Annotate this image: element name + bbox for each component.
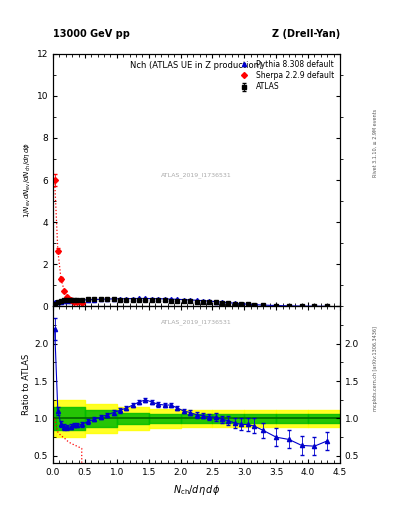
Pythia 8.308 default [79,297,84,303]
Text: mcplots.cern.ch [arXiv:1306.3436]: mcplots.cern.ch [arXiv:1306.3436] [373,326,378,411]
Pythia 8.308 default [130,295,135,302]
Sherpa 2.2.9 default [55,247,60,253]
Pythia 8.308 default [118,296,122,302]
Pythia 8.308 default [86,296,90,303]
Pythia 8.308 default [65,297,70,304]
Pythia 8.308 default [286,303,291,309]
X-axis label: $N_\mathrm{ch}/d\eta\,d\phi$: $N_\mathrm{ch}/d\eta\,d\phi$ [173,483,220,497]
Sherpa 2.2.9 default [68,297,73,303]
Pythia 8.308 default [312,303,317,309]
Pythia 8.308 default [182,296,186,303]
Text: Nch (ATLAS UE in Z production): Nch (ATLAS UE in Z production) [130,61,263,70]
Pythia 8.308 default [325,303,330,309]
Pythia 8.308 default [124,295,129,302]
Pythia 8.308 default [226,300,231,306]
Pythia 8.308 default [156,295,161,302]
Pythia 8.308 default [207,298,211,304]
Pythia 8.308 default [245,301,250,307]
Line: Pythia 8.308 default: Pythia 8.308 default [53,296,329,308]
Pythia 8.308 default [111,296,116,302]
Pythia 8.308 default [72,297,76,304]
Pythia 8.308 default [188,297,193,303]
Text: ATLAS_2019_I1736531: ATLAS_2019_I1736531 [161,172,232,178]
Sherpa 2.2.9 default [62,288,66,294]
Pythia 8.308 default [232,300,237,306]
Sherpa 2.2.9 default [79,300,84,306]
Pythia 8.308 default [52,298,57,305]
Pythia 8.308 default [55,298,60,305]
Pythia 8.308 default [143,295,148,302]
Pythia 8.308 default [175,296,180,303]
Pythia 8.308 default [75,297,79,303]
Sherpa 2.2.9 default [75,300,79,306]
Pythia 8.308 default [194,297,199,303]
Pythia 8.308 default [162,296,167,302]
Pythia 8.308 default [213,298,218,305]
Text: 13000 GeV pp: 13000 GeV pp [53,29,130,39]
Pythia 8.308 default [105,296,110,302]
Pythia 8.308 default [99,296,103,303]
Text: ATLAS_2019_I1736531: ATLAS_2019_I1736531 [161,319,232,325]
Y-axis label: $1/N_\mathrm{ev}\,dN_\mathrm{ev}/dN_\mathrm{ch}/d\eta\,d\phi$: $1/N_\mathrm{ev}\,dN_\mathrm{ev}/dN_\mat… [22,142,33,218]
Pythia 8.308 default [299,303,304,309]
Pythia 8.308 default [59,298,63,305]
Y-axis label: Ratio to ATLAS: Ratio to ATLAS [22,354,31,415]
Pythia 8.308 default [252,302,256,308]
Sherpa 2.2.9 default [65,294,70,300]
Sherpa 2.2.9 default [72,298,76,305]
Pythia 8.308 default [68,297,73,304]
Pythia 8.308 default [274,303,279,309]
Text: Z (Drell-Yan): Z (Drell-Yan) [272,29,340,39]
Pythia 8.308 default [261,302,266,308]
Pythia 8.308 default [92,296,97,303]
Legend: Pythia 8.308 default, Sherpa 2.2.9 default, ATLAS: Pythia 8.308 default, Sherpa 2.2.9 defau… [234,57,336,94]
Sherpa 2.2.9 default [52,177,57,183]
Pythia 8.308 default [200,297,205,304]
Pythia 8.308 default [169,296,173,302]
Pythia 8.308 default [137,295,141,302]
Sherpa 2.2.9 default [59,276,63,282]
Text: Rivet 3.1.10, ≥ 2.9M events: Rivet 3.1.10, ≥ 2.9M events [373,109,378,178]
Pythia 8.308 default [239,301,244,307]
Pythia 8.308 default [149,295,154,302]
Pythia 8.308 default [62,298,66,304]
Pythia 8.308 default [220,299,224,305]
Line: Sherpa 2.2.9 default: Sherpa 2.2.9 default [53,178,84,305]
